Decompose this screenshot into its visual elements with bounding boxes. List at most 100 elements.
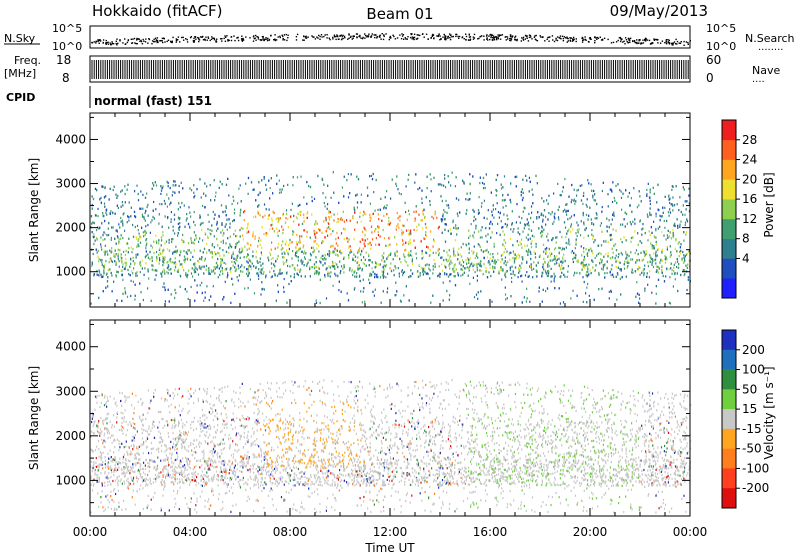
echo-cell <box>225 206 227 209</box>
echo-cell <box>623 267 626 270</box>
nsky-point <box>628 41 630 44</box>
echo-cell <box>132 272 134 275</box>
echo-cell <box>582 261 584 264</box>
echo-cell <box>229 243 231 246</box>
echo-cell <box>570 230 572 233</box>
echo-cell <box>583 258 585 262</box>
nsky-point <box>226 35 228 37</box>
nsky-point <box>107 41 109 43</box>
echo-cell <box>279 188 281 191</box>
nsky-point <box>556 39 559 42</box>
echo-cell <box>259 214 261 217</box>
echo-cell <box>554 212 556 215</box>
echo-cell <box>207 228 209 231</box>
echo-cell <box>547 272 550 275</box>
echo-cell <box>268 214 270 217</box>
echo-cell <box>303 250 306 253</box>
echo-cell <box>194 224 196 227</box>
nsky-point <box>375 34 377 36</box>
echo-cell <box>285 240 287 243</box>
echo-cell <box>226 218 228 221</box>
nsky-point <box>427 38 429 40</box>
echo-cell <box>350 249 352 252</box>
echo-cell <box>657 227 659 230</box>
echo-cell <box>118 265 120 268</box>
echo-cell <box>422 227 424 230</box>
echo-cell <box>665 238 667 241</box>
echo-cell <box>641 233 643 236</box>
echo-cell <box>193 210 195 214</box>
echo-cell <box>354 209 356 212</box>
echo-cell <box>543 268 545 271</box>
nsky-point <box>98 42 100 44</box>
echo-cell <box>549 254 552 257</box>
echo-cell <box>277 290 279 293</box>
echo-cell <box>293 231 295 234</box>
echo-cell <box>445 258 447 261</box>
echo-cell <box>224 268 226 271</box>
echo-cell <box>379 276 382 279</box>
echo-cell <box>250 260 252 263</box>
nsky-point <box>142 38 144 41</box>
echo-cell <box>104 253 106 256</box>
nave-dots: .... <box>752 74 765 85</box>
echo-cell <box>356 193 358 196</box>
echo-cell <box>613 244 615 247</box>
echo-cell <box>317 271 319 274</box>
echo-cell <box>120 269 122 272</box>
nsky-point <box>433 37 435 40</box>
echo-cell <box>92 252 94 256</box>
echo-cell <box>419 274 421 277</box>
echo-cell <box>560 260 562 263</box>
echo-cell <box>148 277 150 280</box>
echo-cell <box>106 213 108 216</box>
echo-cell <box>222 249 224 252</box>
echo-cell <box>126 295 129 298</box>
echo-cell <box>576 194 578 197</box>
nsky-point <box>499 34 501 36</box>
echo-cell <box>409 233 411 236</box>
echo-cell <box>505 298 507 301</box>
echo-cell <box>444 174 446 177</box>
echo-cell <box>312 251 314 254</box>
echo-cell <box>577 224 579 227</box>
echo-cell <box>104 249 106 253</box>
nsky-point <box>378 35 381 37</box>
echo-cell <box>475 227 477 230</box>
echo-cell <box>341 186 343 189</box>
echo-cell <box>203 299 205 302</box>
echo-cell <box>252 233 254 236</box>
echo-cell <box>333 219 335 222</box>
nsky-point <box>102 39 105 41</box>
echo-cell <box>377 276 379 279</box>
echo-cell <box>518 215 520 218</box>
nsky-point <box>625 39 628 41</box>
nsky-point <box>509 34 512 36</box>
nsky-point <box>212 37 214 39</box>
echo-cell <box>612 251 614 254</box>
echo-cell <box>684 213 686 216</box>
echo-cell <box>224 280 226 283</box>
echo-cell <box>669 201 671 205</box>
echo-cell <box>135 216 137 219</box>
echo-cell <box>145 238 148 241</box>
echo-cell <box>315 301 318 304</box>
echo-cell <box>407 233 410 236</box>
nsky-point <box>585 39 587 41</box>
nsky-point <box>189 36 192 39</box>
nsky-point <box>582 37 584 40</box>
echo-cell <box>678 209 680 212</box>
echo-cell <box>394 252 396 255</box>
nsky-point <box>527 40 530 42</box>
nsky-point <box>544 40 546 42</box>
echo-cell <box>487 251 489 254</box>
echo-cell <box>151 259 153 262</box>
echo-cell <box>466 192 468 195</box>
echo-cell <box>121 269 123 272</box>
echo-cell <box>453 275 455 278</box>
nsky-point <box>516 38 518 41</box>
echo-cell <box>349 245 351 248</box>
nsky-point <box>273 39 275 41</box>
echo-cell <box>306 264 308 267</box>
echo-cell <box>510 272 512 276</box>
